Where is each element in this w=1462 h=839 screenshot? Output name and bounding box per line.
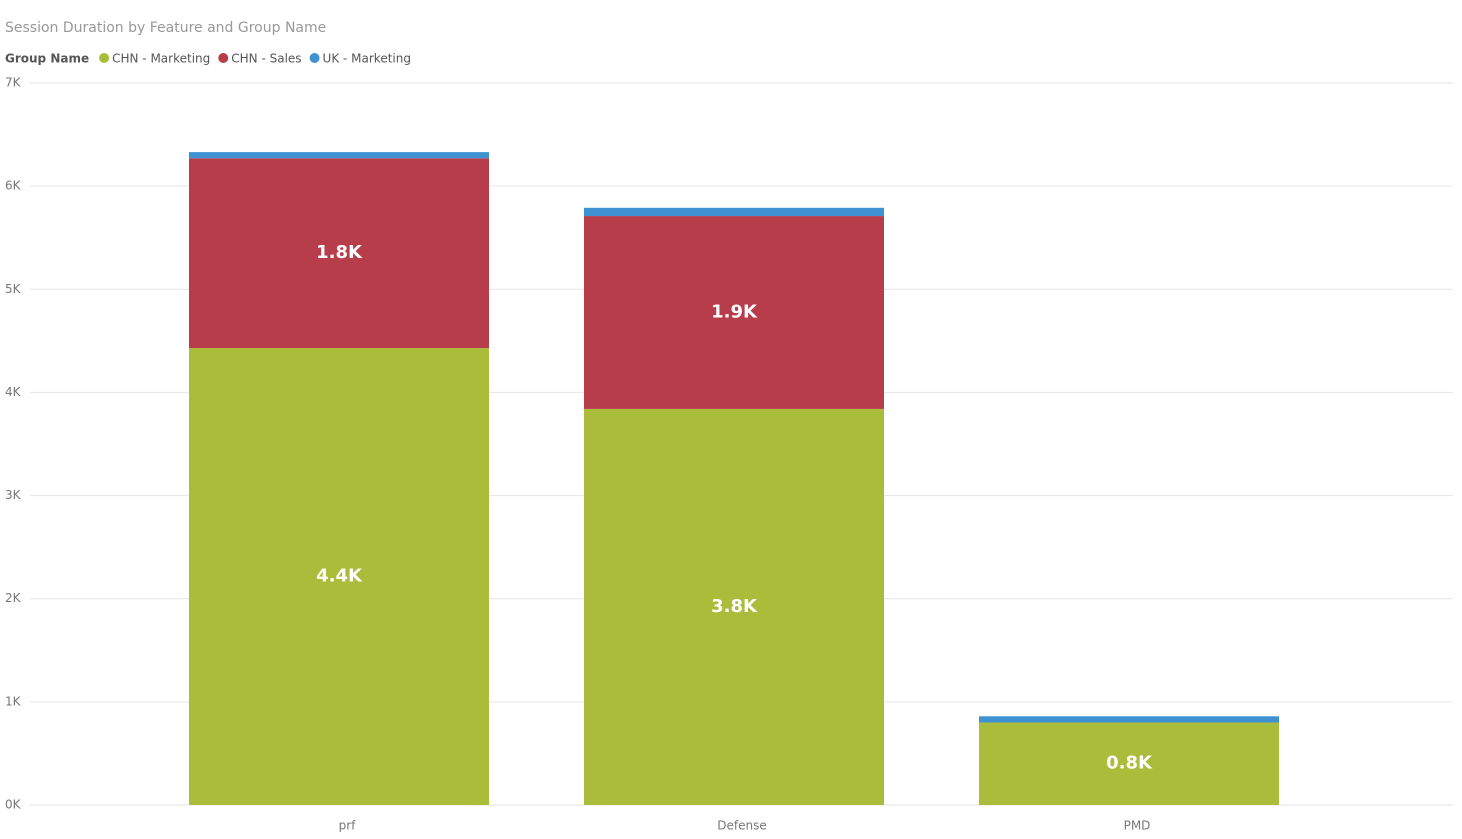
bar-segment (979, 722, 1279, 805)
x-tick-label: prf (339, 819, 357, 833)
data-label: 0.8K (1106, 753, 1153, 774)
y-tick-label: 2K (5, 591, 22, 605)
y-tick-label: 1K (5, 694, 22, 708)
bar-segment (189, 152, 489, 159)
chart-title: Session Duration by Feature and Group Na… (5, 20, 326, 36)
data-label: 1.9K (711, 301, 758, 322)
bar-segment (189, 158, 489, 349)
legend-title: Group Name (5, 52, 89, 66)
x-tick-label: PMD (1124, 819, 1151, 833)
data-label: 3.8K (711, 596, 758, 617)
legend-label: CHN - Marketing (112, 52, 210, 66)
legend-marker (309, 53, 320, 63)
data-label: 1.8K (316, 242, 363, 263)
legend-marker (99, 53, 110, 63)
bar-segment (979, 716, 1279, 723)
y-tick-label: 5K (5, 282, 22, 296)
bar-segment (189, 348, 489, 805)
legend-label: CHN - Sales (231, 52, 301, 66)
bar-segment (584, 216, 884, 409)
x-tick-label: Defense (717, 819, 766, 833)
data-label: 4.4K (316, 566, 363, 587)
legend-marker (218, 53, 229, 63)
bar-segment (584, 408, 884, 805)
y-tick-label: 0K (5, 798, 22, 812)
y-tick-label: 7K (5, 76, 22, 90)
y-tick-label: 4K (5, 385, 22, 399)
bar-segment (584, 207, 884, 217)
y-tick-label: 3K (5, 488, 22, 502)
y-tick-label: 6K (5, 179, 22, 193)
legend-label: UK - Marketing (323, 52, 411, 66)
